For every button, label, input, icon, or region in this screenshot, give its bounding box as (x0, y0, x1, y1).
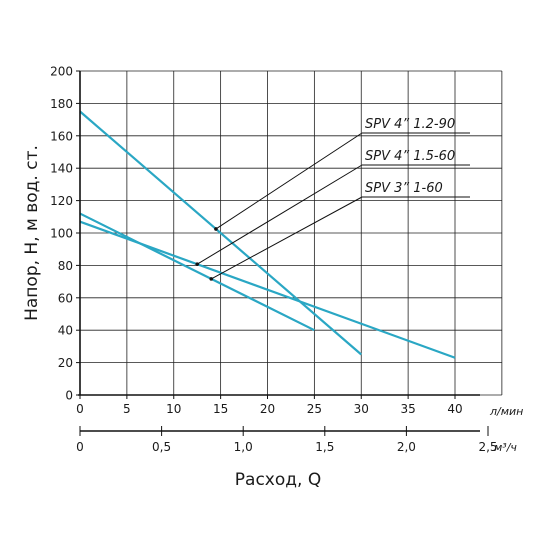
legend-label-2: SPV 4” 1.5-60 (365, 149, 455, 164)
legend-callouts: SPV 4” 1.2-90 SPV 4” 1.5-60 SPV 3” 1-60 (195, 117, 470, 281)
y-tick-label: 180 (50, 97, 73, 111)
x-tick-label: 20 (260, 402, 275, 416)
y-tick-label: 200 (50, 65, 73, 79)
x2-tick-label: 1,0 (234, 440, 253, 454)
x-axis-title: Расход, Q (235, 470, 321, 490)
y-tick-label: 60 (58, 291, 73, 305)
x-tick-label: 35 (400, 402, 415, 416)
x-unit-primary: л/мин (489, 405, 523, 418)
legend-label-3: SPV 3” 1-60 (365, 181, 443, 196)
tick-labels: 0 20 40 60 80 100 120 140 160 180 200 0 5 10 15 20 25 30 3… (50, 65, 497, 455)
axes (76, 70, 489, 436)
x2-tick-label: 0 (76, 440, 84, 454)
y-axis-title: Напор, Н, м вод. ст. (22, 145, 42, 321)
series-line-3 (79, 212, 315, 332)
leader-line-3 (211, 196, 363, 280)
x-tick-label: 10 (166, 402, 181, 416)
y-tick-label: 20 (58, 356, 73, 370)
leader-dot-3 (209, 277, 214, 281)
x2-tick-label: 1,5 (315, 440, 334, 454)
leader-dot-2 (195, 262, 199, 266)
x-tick-label: 5 (123, 402, 131, 416)
series-line-1 (79, 110, 362, 356)
x-tick-label: 40 (447, 402, 462, 416)
leader-dot-1 (214, 227, 218, 231)
y-tick-label: 40 (58, 324, 73, 338)
x2-tick-label: 0,5 (152, 440, 171, 454)
x-unit-secondary: м³/ч (494, 441, 517, 454)
x2-tick-label: 2,0 (397, 440, 416, 454)
y-tick-label: 160 (50, 129, 73, 143)
y-tick-label: 100 (50, 227, 73, 241)
leader-line-2 (196, 164, 363, 265)
x-tick-label: 25 (307, 402, 322, 416)
y-tick-label: 140 (50, 162, 73, 176)
y-tick-label: 0 (65, 389, 73, 403)
legend-label-1: SPV 4” 1.2-90 (365, 117, 455, 132)
y-tick-label: 120 (50, 194, 73, 208)
x-tick-label: 0 (76, 402, 84, 416)
series-lines (79, 110, 456, 359)
x-tick-label: 15 (213, 402, 228, 416)
x-tick-label: 30 (354, 402, 369, 416)
leader-line-1 (215, 132, 363, 230)
x2-tick-label: 2,5 (478, 440, 497, 454)
y-tick-label: 80 (58, 259, 73, 273)
